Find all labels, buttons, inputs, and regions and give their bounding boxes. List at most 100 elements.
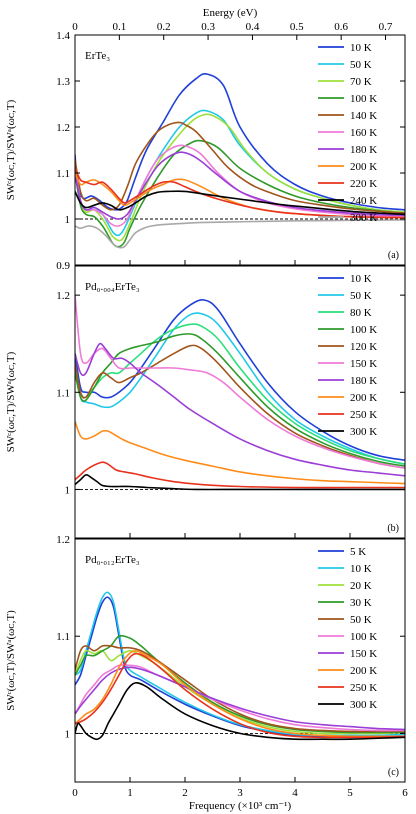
series-line-250k [75,461,405,489]
top-axis-title: Energy (eV) [203,7,258,19]
series-lines [75,73,405,249]
x-tick-label: 1 [127,787,133,799]
panel-label: (a) [388,250,399,261]
legend-entry: 160 K [350,127,377,139]
series-line-100k [75,333,405,467]
series-line-5k [75,596,405,739]
legend-entry: 200 K [350,392,377,404]
top-axis-tick-label: 0.3 [201,21,215,33]
series-line-200k [75,421,405,485]
legend-entry: 300 K [350,699,377,711]
legend-entry: 80 K [350,307,372,319]
y-tick-label: 1.4 [56,30,70,42]
legend-entry: 180 K [350,375,377,387]
panel-label: (c) [388,767,399,778]
y-tick-label: 1.2 [56,290,70,302]
series-line-300k [75,474,405,491]
top-axis-tick-label: 0.5 [290,21,304,33]
series-line-140k [75,121,405,214]
panel-a: 0.9 1 1.1 1.2 1.3 1.4 SWᶜ(ωᴄ,T)/SWᵃ(ωᴄ,T) ErTe₃… [5,30,406,272]
sample-label: Pd₀.₀₁₂ErTe₃ [85,554,140,566]
legend-entry: 50 K [350,614,372,626]
panel-b: 1 1.1 1.2 SWᶜ(ωᴄ,T)/SWᵃ(ωᴄ,T) Pd₀.₀₀₄ErTe₃ (b… [5,265,406,539]
sample-label: ErTe₃ [85,50,110,62]
y-axis-label: SWᶜ(ωᴄ,T)/SWᵃ(ωᴄ,T) [5,99,17,200]
series-line-200k [75,649,405,738]
legend-entry: 20 K [350,580,372,592]
legend-entry: 200 K [350,665,377,677]
x-tick-label: 5 [347,787,353,799]
legend-entry: 150 K [350,648,377,660]
y-tick-label: 1.2 [56,534,70,546]
legend-entry: 10 K [350,563,372,575]
legend-entry: 300 K [350,212,377,224]
series-line-240k [75,190,405,216]
legend-entry: 120 K [350,341,377,353]
top-axis-tick-label: 0.1 [112,21,126,33]
series-line-180k [75,342,405,477]
legend-entry: 50 K [350,59,372,71]
legend-entry: 50 K [350,290,372,302]
legend-entry: 100 K [350,324,377,336]
panel-c: 1 1.1 1.2 0 1 2 3 4 5 6 SWᶜ(ωᴄ,T)/SWᵃ(ωᴄ,T) Pd₀.₀₁₂… [5,534,408,799]
legend-entry: 100 K [350,631,377,643]
y-axis-label: SWᶜ(ωᴄ,T)/SWᵃ(ωᴄ,T) [5,610,17,711]
top-axis-tick-label: 0.4 [246,21,260,33]
x-tick-label: 2 [182,787,188,799]
series-line-150k [75,666,405,731]
legend-entry: 5 K [350,546,366,558]
y-tick-label: 1.2 [56,122,70,134]
y-tick-label: 1.1 [56,168,70,180]
y-tick-label: 1 [65,728,71,740]
y-tick-label: 1.3 [56,76,70,88]
top-axis-tick-label: 0.2 [157,21,171,33]
y-tick-label: 1 [65,484,71,496]
legend: 10 K 50 K 70 K 100 K 140 K 160 K 180 K 200 K 220… [318,42,377,224]
legend-entry: 220 K [350,178,377,190]
sample-label: Pd₀.₀₀₄ErTe₃ [85,281,140,293]
series-line-250k [75,652,405,739]
legend-entry: 10 K [350,273,372,285]
legend-entry: 250 K [350,409,377,421]
x-tick-label: 6 [402,787,408,799]
series-line-160k [75,144,405,227]
top-axis-tick-label: 0.7 [379,21,393,33]
series-lines [75,591,405,741]
legend-entry: 300 K [350,426,377,438]
legend-entry: 10 K [350,42,372,54]
series-line-300k [75,681,405,741]
legend-entry: 100 K [350,93,377,105]
panel-label: (b) [387,523,399,534]
legend-entry: 180 K [350,144,377,156]
y-tick-label: 1 [65,214,71,226]
series-line-10k [75,299,405,462]
series-line-100k [75,139,405,248]
y-tick-label: 0.9 [56,260,70,272]
series-line-180k [75,151,405,220]
y-tick-label: 1.1 [56,631,70,643]
legend: 5 K 10 K 20 K 30 K 50 K 100 K 150 K 200 K 250 K 3… [318,546,377,711]
legend-entry: 150 K [350,358,377,370]
legend-entry: 140 K [350,110,377,122]
series-line-120k [75,344,405,469]
y-tick-label: 1.1 [56,387,70,399]
top-axis-tick-label: 0 [72,21,78,33]
legend-entry: 70 K [350,76,372,88]
series-line-50k [75,644,405,733]
legend-entry: 200 K [350,161,377,173]
x-tick-label: 0 [72,787,78,799]
x-tick-label: 4 [292,787,298,799]
x-axis-title: Frequency (×10³ cm⁻¹) [189,800,292,812]
series-line-10k [75,73,405,211]
top-axis-tick-label: 0.6 [334,21,348,33]
top-energy-axis: Energy (eV) 0 0.1 0.2 0.3 0.4 0.5 0.6 0.7 [72,7,393,40]
series-lines [75,295,405,491]
x-tick-label: 3 [237,787,243,799]
legend-entry: 250 K [350,682,377,694]
series-line-150k [75,295,405,469]
series-line-70k [75,113,405,242]
legend: 10 K 50 K 80 K 100 K 120 K 150 K 180 K 200 K 250… [318,273,377,438]
legend-entry: 30 K [350,597,372,609]
legend-entry: 240 K [350,195,377,207]
